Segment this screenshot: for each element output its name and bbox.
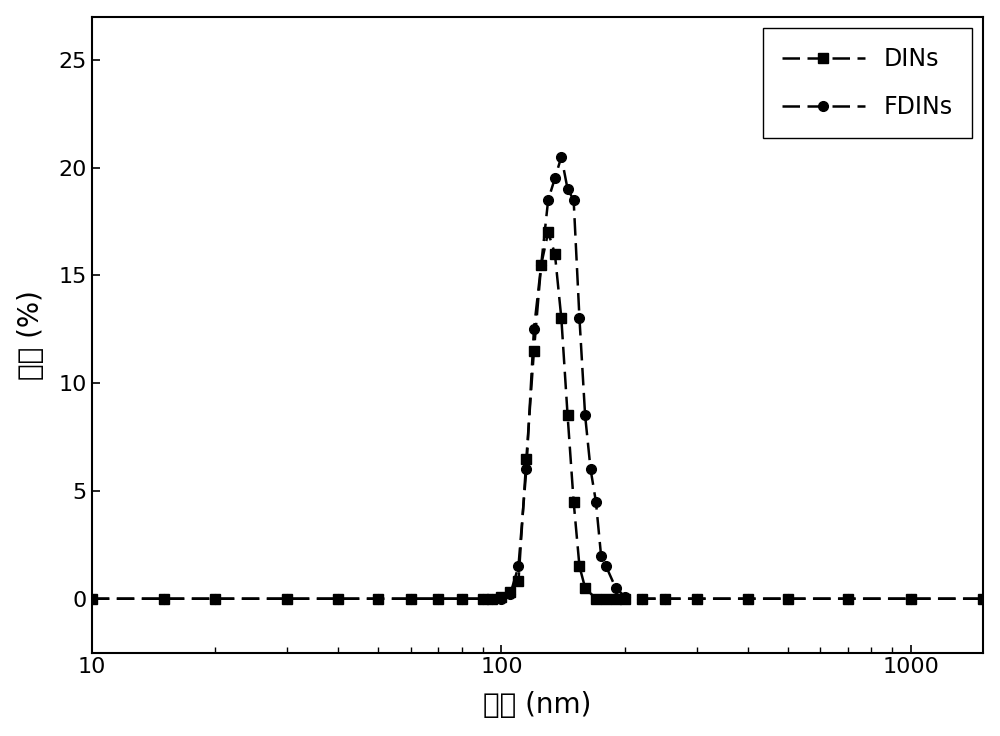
Y-axis label: 强度 (%): 强度 (%) bbox=[17, 290, 45, 380]
X-axis label: 粒径 (nm): 粒径 (nm) bbox=[483, 691, 592, 719]
Legend: DINs, FDINs: DINs, FDINs bbox=[763, 29, 972, 138]
